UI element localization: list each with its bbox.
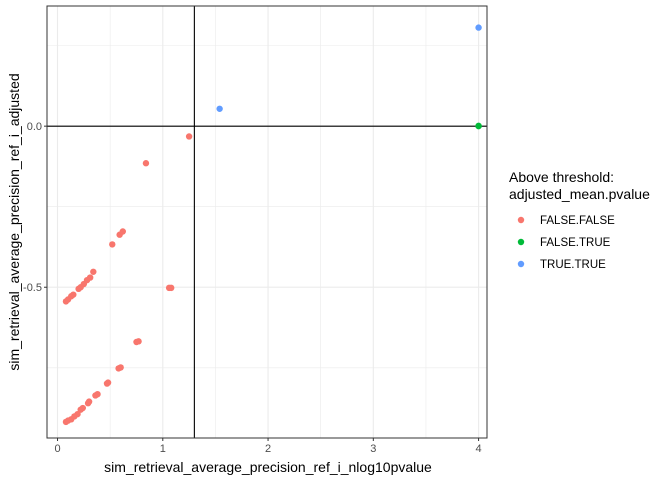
data-point-false-false	[142, 160, 150, 167]
legend-label-true-true: TRUE.TRUE	[540, 259, 606, 271]
data-point-false-false	[74, 410, 81, 418]
data-point-false-false	[86, 274, 94, 281]
x-tick-label: 0	[54, 443, 60, 455]
y-axis-title: sim_retrieval_average_precision_ref_i_ad…	[6, 73, 22, 370]
legend-title-line1: Above threshold:	[509, 169, 614, 185]
legend-label-false-true: FALSE.TRUE	[540, 237, 611, 249]
data-point-false-false	[94, 390, 101, 398]
data-point-true-true	[475, 24, 482, 31]
data-point-false-false	[119, 228, 126, 235]
x-axis-title: sim_retrieval_average_precision_ref_i_nl…	[104, 459, 432, 475]
x-tick-label: 3	[370, 443, 376, 455]
data-point-false-false	[109, 241, 116, 248]
data-point-false-false	[85, 398, 93, 405]
data-point-false-false	[90, 268, 97, 275]
data-point-false-false	[104, 379, 112, 386]
x-tick-label: 1	[160, 443, 166, 455]
data-point-false-false	[117, 364, 124, 371]
legend-key-false-true	[517, 238, 525, 246]
legend-label-false-false: FALSE.FALSE	[540, 215, 615, 227]
data-point-false-false	[79, 404, 86, 412]
y-axis-ticks: -0.5 0.0	[23, 121, 47, 294]
data-point-false-false	[135, 338, 142, 345]
data-point-false-false	[185, 133, 193, 140]
legend-entries: FALSE.FALSE FALSE.TRUE TRUE.TRUE	[517, 215, 615, 271]
y-tick-label: 0.0	[27, 121, 42, 133]
x-tick-label: 4	[476, 443, 482, 455]
major-gridlines	[47, 6, 487, 438]
x-axis-ticks: 0 1 2 3 4	[54, 438, 482, 455]
x-tick-label: 2	[265, 443, 271, 455]
data-points	[62, 24, 482, 426]
legend-key-false-false	[517, 216, 525, 224]
minor-gridlines	[47, 6, 487, 438]
reference-lines	[47, 6, 487, 438]
y-tick-label: -0.5	[23, 282, 42, 294]
data-point-false-false	[70, 291, 77, 298]
panel-border	[46, 5, 488, 439]
legend: Above threshold: adjusted_mean.pvalue FA…	[509, 169, 650, 271]
data-point-false-false	[168, 284, 175, 292]
data-point-false-true	[475, 122, 482, 130]
legend-title-line2: adjusted_mean.pvalue	[509, 186, 650, 202]
legend-key-true-true	[517, 260, 525, 268]
data-point-true-true	[216, 105, 223, 112]
